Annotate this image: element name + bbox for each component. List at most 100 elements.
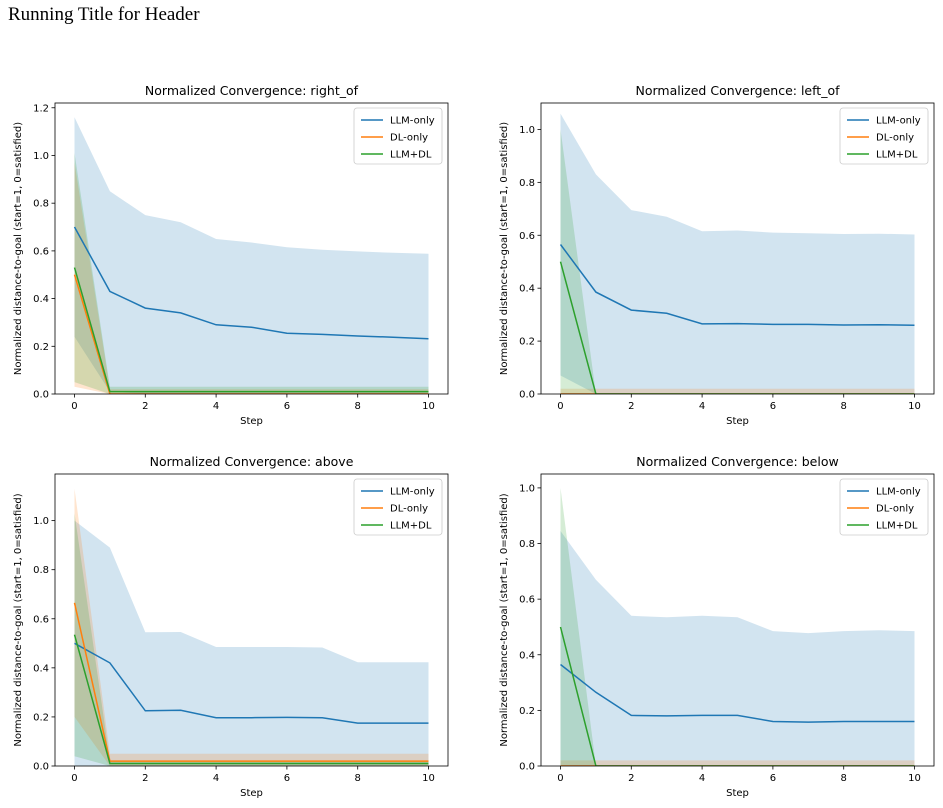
band-llm-only <box>74 117 429 394</box>
legend-box <box>839 478 929 536</box>
x-tick-label: 2 <box>628 401 634 412</box>
x-axis-label: Step <box>240 788 263 799</box>
y-tick-label: 0.2 <box>519 706 535 717</box>
x-tick-label: 4 <box>699 401 705 412</box>
axes-frame <box>540 102 935 395</box>
y-tick-label: 0.4 <box>33 663 49 674</box>
y-tick-label: 1.0 <box>33 516 49 527</box>
y-axis-label: Normalized distance-to-goal (start=1, 0=… <box>499 493 510 746</box>
chart-panel-3: 0 2 4 6 8 10 0.0 0.2 0.4 0.6 0.8 1.0 Normalized Conv… <box>13 454 449 799</box>
line-llm-only <box>559 244 915 326</box>
x-tick-label: 4 <box>213 401 219 412</box>
x-tick-label: 4 <box>699 773 705 784</box>
legend-label: LLM+DL <box>390 521 432 532</box>
y-axis-label: Normalized distance-to-goal (start=1, 0=… <box>13 493 24 746</box>
x-tick-label: 6 <box>770 773 776 784</box>
legend-box <box>353 478 443 536</box>
y-tick-label: 0.0 <box>519 762 535 773</box>
band-dl-only <box>560 388 915 394</box>
y-tick-label: 0.0 <box>33 762 49 773</box>
legend-label: LLM-only <box>390 487 435 498</box>
legend-box <box>839 107 929 165</box>
x-tick-label: 8 <box>841 773 847 784</box>
x-tick-label: 2 <box>628 773 634 784</box>
y-tick-label: 0.6 <box>33 246 49 257</box>
y-tick-label: 0.8 <box>519 178 535 189</box>
legend: LLM-only DL-only LLM+DL <box>839 107 929 165</box>
x-tick-label: 8 <box>355 773 361 784</box>
x-tick-label: 0 <box>557 401 563 412</box>
y-tick-label: 0.2 <box>33 342 49 353</box>
chart-title: Normalized Convergence: left_of <box>635 83 840 98</box>
legend-label: LLM+DL <box>876 150 918 161</box>
x-tick-label: 10 <box>908 773 921 784</box>
y-axis-label: Normalized distance-to-goal (start=1, 0=… <box>499 122 510 375</box>
y-tick-label: 0.6 <box>33 614 49 625</box>
band-llm-only <box>560 113 915 394</box>
line-llm-only <box>74 642 429 724</box>
band-llm-only <box>560 531 915 766</box>
y-tick-label: 0.4 <box>519 284 535 295</box>
y-tick-label: 0.0 <box>33 390 49 401</box>
chart-title: Normalized Convergence: right_of <box>145 83 359 98</box>
x-tick-label: 10 <box>908 401 921 412</box>
y-tick-label: 1.0 <box>519 125 535 136</box>
line-llm-only <box>73 226 429 340</box>
chart-panel-1: 0 2 4 6 8 10 0.0 0.2 0.4 0.6 0.8 1.0 1.2 Normalized C… <box>13 83 449 427</box>
x-axis-label: Step <box>726 416 749 427</box>
y-tick-label: 0.2 <box>519 337 535 348</box>
legend-label: DL-only <box>390 504 428 515</box>
x-axis-label: Step <box>726 788 749 799</box>
legend-label: LLM+DL <box>876 521 918 532</box>
chart-panel-2: 0 2 4 6 8 10 0.0 0.2 0.4 0.6 0.8 1.0 Normalized Conv… <box>499 83 935 427</box>
y-axis-label: Normalized distance-to-goal (start=1, 0=… <box>13 122 24 375</box>
plot-area <box>73 117 429 394</box>
legend: LLM-only DL-only LLM+DL <box>353 107 443 165</box>
y-tick-label: 0.6 <box>519 595 535 606</box>
chart-title: Normalized Convergence: above <box>150 454 354 469</box>
y-tick-label: 1.2 <box>33 103 49 114</box>
legend-label: LLM+DL <box>390 150 432 161</box>
x-tick-label: 0 <box>71 401 77 412</box>
x-tick-label: 10 <box>422 401 435 412</box>
x-tick-label: 8 <box>841 401 847 412</box>
x-tick-label: 10 <box>422 773 435 784</box>
legend-label: DL-only <box>390 133 428 144</box>
legend-label: DL-only <box>876 504 914 515</box>
y-tick-label: 0.0 <box>519 390 535 401</box>
running-title: Running Title for Header <box>8 4 200 25</box>
x-tick-label: 4 <box>213 773 219 784</box>
y-tick-label: 0.8 <box>519 539 535 550</box>
x-tick-label: 8 <box>355 401 361 412</box>
legend: LLM-only DL-only LLM+DL <box>353 478 443 536</box>
line-dl-only <box>73 602 429 762</box>
line-llm-only <box>560 663 915 723</box>
legend-box <box>353 107 443 165</box>
band-llm-only <box>74 520 429 766</box>
line-llm-dl <box>73 634 429 765</box>
x-tick-label: 2 <box>142 401 148 412</box>
band-dl-only <box>560 760 915 766</box>
legend-label: LLM-only <box>876 116 921 127</box>
y-tick-label: 0.4 <box>33 294 49 305</box>
axes-frame <box>54 473 449 767</box>
y-tick-label: 0.8 <box>33 199 49 210</box>
x-tick-label: 6 <box>284 773 290 784</box>
x-tick-label: 0 <box>71 773 77 784</box>
y-tick-label: 1.0 <box>33 151 49 162</box>
line-llm-dl <box>73 267 429 393</box>
y-tick-label: 1.0 <box>519 483 535 494</box>
legend-label: DL-only <box>876 133 914 144</box>
legend-label: LLM-only <box>876 487 921 498</box>
plot-area <box>559 113 915 394</box>
legend: LLM-only DL-only LLM+DL <box>839 478 929 536</box>
plot-area <box>73 488 429 766</box>
legend-label: LLM-only <box>390 116 435 127</box>
x-tick-label: 6 <box>284 401 290 412</box>
x-tick-label: 0 <box>557 773 563 784</box>
x-tick-label: 2 <box>142 773 148 784</box>
axes-frame <box>540 473 935 767</box>
x-tick-label: 6 <box>770 401 776 412</box>
x-axis-label: Step <box>240 416 263 427</box>
